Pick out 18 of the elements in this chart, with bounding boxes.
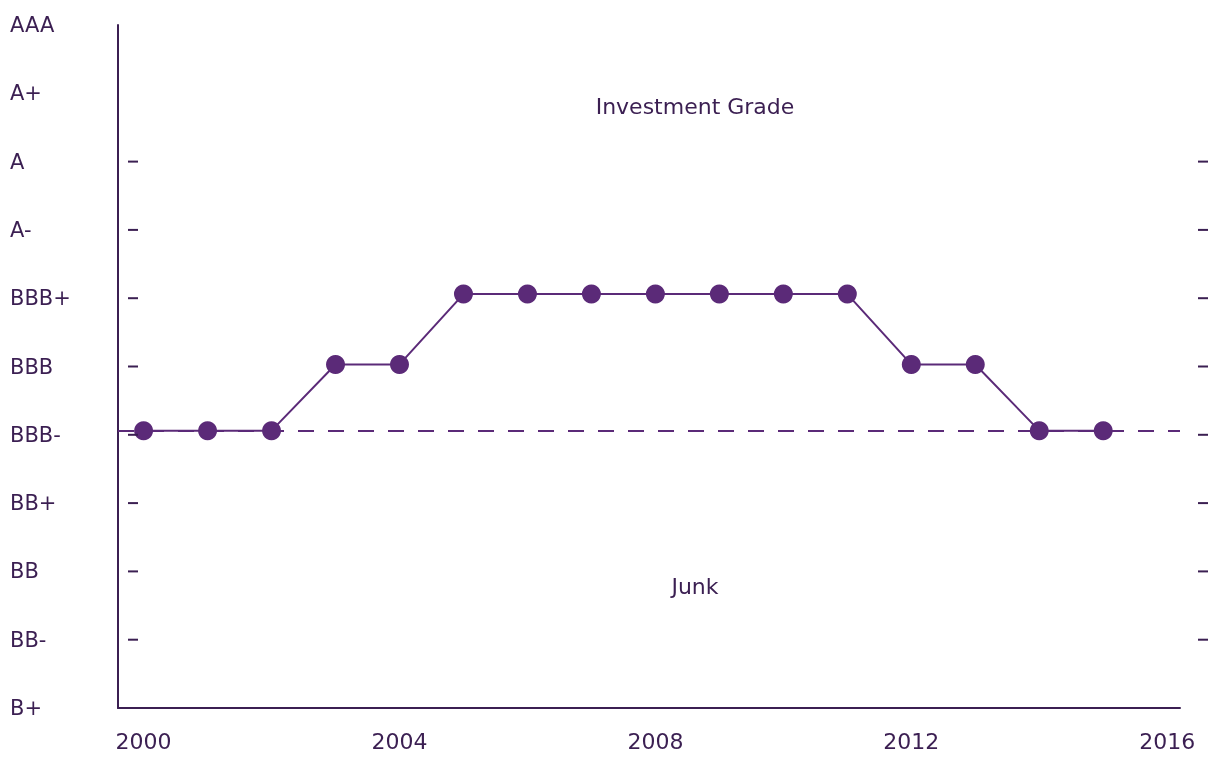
text: AAA [10,13,55,37]
x-tick-label: 2012 [883,728,940,754]
text: BB- [10,627,47,652]
x-tick-label: 2004 [371,728,428,754]
text: BBB+ [10,286,71,311]
x-tick-label: 2000 [115,728,172,754]
text: BBB [10,354,54,379]
text: A [10,149,25,174]
x-tick-label: 2016 [1139,728,1196,754]
text: Investment Grade [595,93,795,119]
text: BB [10,559,39,584]
text: A+ [10,81,42,106]
text: A- [10,217,32,242]
x-tick-label: 2008 [627,728,684,754]
annotation: Junk [669,573,719,599]
text: BBB- [10,422,61,447]
text: B+ [10,696,43,720]
text: BB+ [10,491,57,516]
